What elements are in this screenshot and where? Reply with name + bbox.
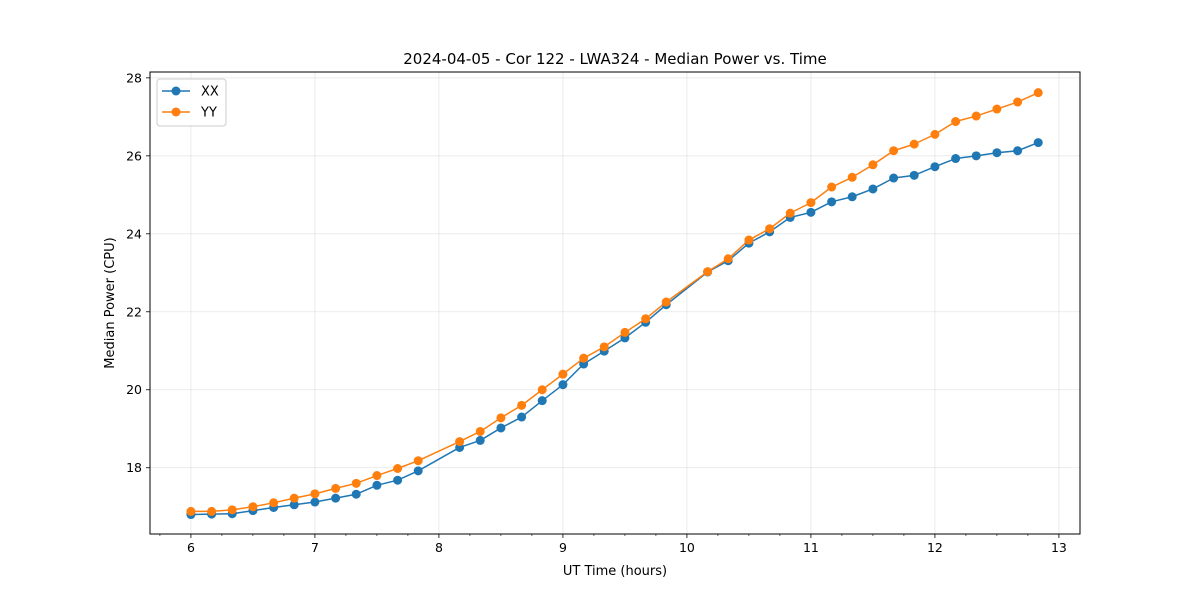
series-layer — [186, 88, 1043, 520]
data-point-yy — [703, 267, 713, 277]
data-point-xx — [413, 466, 423, 476]
data-point-yy — [909, 139, 919, 149]
data-point-xx — [909, 170, 919, 180]
data-point-yy — [889, 146, 899, 156]
data-point-yy — [620, 327, 630, 337]
data-point-xx — [372, 480, 382, 490]
data-point-yy — [847, 172, 857, 182]
legend-label-xx: XX — [201, 85, 219, 100]
data-point-yy — [331, 483, 341, 493]
x-tick-label: 6 — [187, 540, 195, 555]
y-tick-label: 28 — [126, 70, 142, 85]
data-point-yy — [1013, 97, 1023, 107]
y-axis-label: Median Power (CPU) — [103, 237, 118, 368]
data-point-yy — [951, 117, 961, 127]
data-point-yy — [517, 400, 527, 410]
x-tick-label: 13 — [1051, 540, 1067, 555]
data-point-yy — [785, 208, 795, 218]
data-point-yy — [269, 498, 279, 508]
x-axis-label: UT Time (hours) — [563, 564, 667, 579]
data-point-xx — [868, 184, 878, 194]
data-point-xx — [558, 380, 568, 390]
data-point-yy — [413, 456, 423, 466]
data-point-yy — [227, 505, 237, 515]
plot-frame — [149, 71, 1081, 535]
data-point-yy — [641, 314, 651, 324]
chart-title: 2024-04-05 - Cor 122 - LWA324 - Median P… — [403, 50, 827, 68]
series-line-yy — [190, 91, 1039, 513]
data-point-yy — [599, 342, 609, 352]
data-point-yy — [579, 353, 589, 363]
grid — [150, 72, 1080, 534]
data-point-yy — [372, 471, 382, 481]
x-tick-label: 8 — [435, 540, 443, 555]
data-point-xx — [517, 412, 527, 422]
data-point-yy — [289, 493, 299, 503]
legend-label-yy: YY — [200, 106, 217, 121]
data-point-yy — [351, 478, 361, 488]
data-point-yy — [475, 426, 485, 436]
axes: 6 7 8 9 10 11 12 13 18 20 22 24 26 28 — [126, 70, 1067, 555]
data-point-xx — [827, 197, 837, 207]
data-point-xx — [1013, 146, 1023, 156]
data-point-yy — [744, 235, 754, 245]
y-tick-label: 20 — [126, 382, 142, 397]
data-point-yy — [558, 369, 568, 379]
data-point-yy — [930, 129, 940, 139]
data-point-yy — [971, 111, 981, 121]
data-point-xx — [806, 207, 816, 217]
x-tick-label: 12 — [927, 540, 943, 555]
data-point-xx — [889, 173, 899, 183]
y-tick-label: 18 — [126, 460, 142, 475]
data-point-xx — [496, 423, 506, 433]
legend-marker-xx — [171, 86, 181, 96]
data-point-yy — [455, 437, 465, 447]
data-point-yy — [393, 464, 403, 474]
data-point-yy — [827, 182, 837, 192]
data-point-xx — [393, 475, 403, 485]
data-point-yy — [723, 254, 733, 264]
x-tick-label: 10 — [679, 540, 695, 555]
x-tick-label: 11 — [803, 540, 819, 555]
data-point-yy — [496, 413, 506, 423]
data-point-xx — [351, 489, 361, 499]
data-point-xx — [331, 493, 341, 503]
data-point-yy — [186, 506, 196, 516]
data-point-yy — [537, 385, 547, 395]
legend: XX YY — [156, 78, 227, 127]
data-point-xx — [971, 151, 981, 161]
x-tick-label: 9 — [559, 540, 567, 555]
data-point-xx — [289, 500, 299, 510]
data-point-xx — [847, 192, 857, 202]
data-point-xx — [475, 435, 485, 445]
data-point-yy — [310, 489, 320, 499]
series-line-xx — [190, 141, 1039, 516]
data-point-yy — [661, 297, 671, 307]
data-point-xx — [537, 396, 547, 406]
data-point-xx — [951, 154, 961, 164]
data-point-xx — [992, 148, 1002, 158]
data-point-xx — [310, 497, 320, 507]
data-point-yy — [868, 160, 878, 170]
data-point-yy — [248, 502, 258, 512]
y-tick-label: 26 — [126, 148, 142, 163]
data-point-yy — [1033, 88, 1043, 98]
data-point-yy — [207, 506, 217, 516]
data-point-yy — [992, 104, 1002, 114]
y-tick-label: 22 — [126, 304, 142, 319]
data-point-yy — [765, 224, 775, 234]
legend-marker-yy — [171, 107, 181, 117]
y-tick-label: 24 — [126, 226, 142, 241]
data-point-yy — [806, 198, 816, 208]
x-tick-label: 7 — [311, 540, 319, 555]
data-point-xx — [1033, 138, 1043, 148]
data-point-xx — [930, 162, 940, 172]
